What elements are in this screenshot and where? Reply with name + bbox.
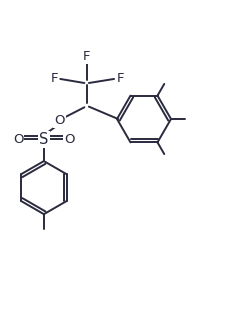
Text: F: F <box>50 72 58 85</box>
Text: S: S <box>39 132 49 147</box>
Text: F: F <box>117 72 124 85</box>
Text: F: F <box>83 50 90 63</box>
Text: O: O <box>54 114 65 126</box>
Text: O: O <box>13 133 23 146</box>
Text: O: O <box>65 133 75 146</box>
